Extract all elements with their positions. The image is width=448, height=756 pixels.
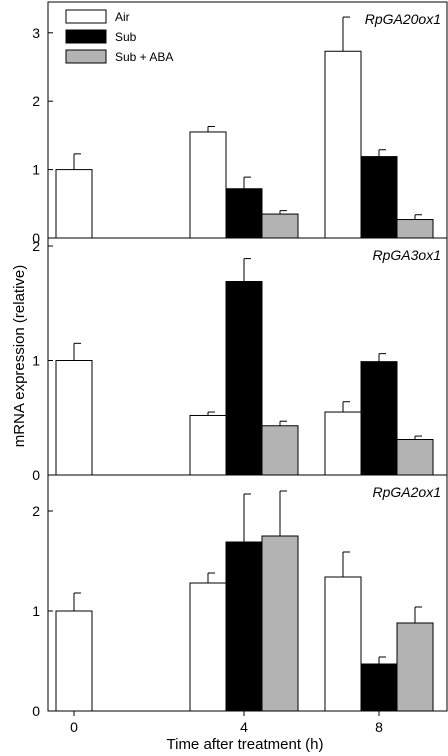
bar-air-4h: [189, 582, 227, 712]
bar-sub-aba-8h: [396, 439, 434, 476]
x-tick-label: 4: [240, 719, 248, 735]
bar-sub-aba-4h: [261, 535, 299, 712]
bar-air-8h: [324, 411, 362, 476]
x-axis-title: Time after treatment (h): [167, 736, 324, 753]
y-tick-label: 1: [32, 162, 40, 178]
x-tick-label: 8: [375, 719, 383, 735]
y-tick-label: 0: [32, 703, 40, 719]
bar-sub-aba-4h: [261, 425, 299, 476]
legend-label: Sub + ABA: [115, 50, 173, 64]
x-tick-label: 0: [70, 719, 78, 735]
y-tick-label: 2: [32, 93, 40, 109]
bar-sub-8h: [360, 663, 398, 712]
bar-air-8h: [324, 50, 362, 239]
bar-air-0h: [55, 610, 93, 712]
bar-sub-4h: [225, 188, 263, 239]
bar-air-0h: [55, 360, 93, 476]
panel-RpGA2ox1: 0 1 2 RpGA2ox1 0 4 8: [32, 474, 448, 735]
panel-title: RpGA3ox1: [373, 247, 441, 263]
legend-swatch: [65, 9, 107, 24]
legend: Air Sub Sub + ABA: [65, 9, 173, 64]
bar-sub-8h: [360, 361, 398, 476]
bar-air-0h: [55, 169, 93, 239]
legend-label: Air: [115, 10, 130, 24]
bar-air-4h: [189, 414, 227, 476]
y-tick-label: 2: [32, 238, 40, 254]
panel-RpGA3ox1: 0 1 2 RpGA3ox1: [32, 237, 448, 483]
panel-RpGA20ox1: 0 1 2 3 RpGA20ox1: [32, 1, 448, 246]
bar-air-4h: [189, 131, 227, 239]
bar-sub-4h: [225, 281, 263, 476]
y-tick-label: 0: [32, 467, 40, 483]
panel-title: RpGA2ox1: [373, 484, 441, 500]
y-tick-label: 1: [32, 603, 40, 619]
y-tick-label: 1: [32, 353, 40, 369]
bar-air-8h: [324, 576, 362, 712]
bar-sub-aba-4h: [261, 213, 299, 239]
bar-sub-aba-8h: [396, 622, 434, 712]
legend-swatch: [65, 49, 107, 64]
legend-swatch: [65, 29, 107, 44]
panels: 0 1 2 3 RpGA20ox1 0 1 2 RpGA3ox1 0 1 2 RpGA2ox1 0 4 8: [32, 1, 448, 735]
legend-label: Sub: [115, 30, 137, 44]
bar-sub-8h: [360, 156, 398, 239]
y-axis-title: mRNA expression (relative): [11, 265, 28, 448]
y-tick-label: 0: [32, 230, 40, 246]
panel-title: RpGA20ox1: [365, 11, 441, 27]
y-tick-label: 3: [32, 25, 40, 41]
y-tick-label: 2: [32, 503, 40, 519]
bar-sub-4h: [225, 541, 263, 712]
bar-sub-aba-8h: [396, 219, 434, 239]
